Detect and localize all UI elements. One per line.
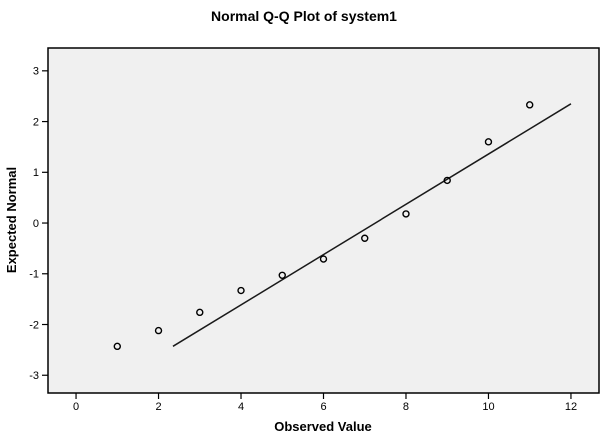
plot-area [47,47,600,394]
data-point [237,286,245,295]
y-tick-label: 2 [33,116,39,128]
chart-title: Normal Q-Q Plot of system1 [211,8,397,24]
qq-fit-line [172,103,572,347]
x-axis-ticks: 0 2 4 6 8 10 12 [73,393,577,413]
y-tick-label: 1 [33,167,39,179]
fit-line-group [172,103,572,347]
y-axis-ticks: 3 2 1 0 -1 -2 -3 [29,66,48,382]
x-axis-title: Observed Value [274,419,372,434]
x-tick-label: 2 [155,401,161,413]
data-point [154,326,163,335]
x-tick-label: 4 [238,401,244,413]
data-point [278,271,286,279]
x-tick-label: 8 [403,401,409,413]
data-point [526,101,534,109]
data-point [361,234,369,242]
data-point [113,342,121,351]
y-tick-label: 3 [33,66,39,78]
x-tick-label: 12 [565,401,577,413]
x-tick-label: 6 [320,401,326,413]
data-point [443,176,451,185]
data-point [402,210,410,218]
y-axis-title: Expected Normal [4,167,19,273]
x-tick-label: 0 [73,401,79,413]
y-tick-label: 0 [33,218,39,230]
y-tick-label: -3 [29,370,39,382]
data-point [319,255,328,263]
x-tick-label: 10 [482,401,494,413]
y-tick-label: -2 [29,319,39,331]
data-point [484,138,493,146]
data-point [196,308,204,317]
y-tick-label: -1 [29,269,39,281]
data-points-group [113,101,534,351]
